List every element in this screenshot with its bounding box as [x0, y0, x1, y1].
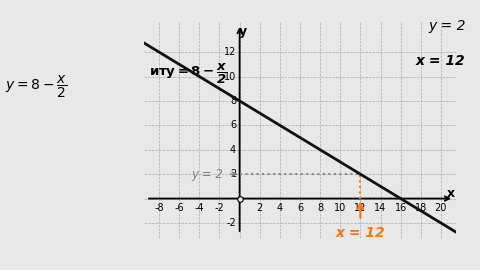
Text: $y = 8 - \dfrac{x}{2}$: $y = 8 - \dfrac{x}{2}$: [5, 73, 67, 100]
Text: -2: -2: [215, 203, 224, 213]
Text: 2: 2: [230, 169, 236, 179]
Text: 10: 10: [224, 72, 236, 82]
Text: y = 2: y = 2: [192, 168, 224, 181]
Text: 14: 14: [374, 203, 387, 213]
Text: -6: -6: [174, 203, 184, 213]
Text: 4: 4: [230, 145, 236, 155]
Text: 20: 20: [435, 203, 447, 213]
Text: 2: 2: [257, 203, 263, 213]
Text: 6: 6: [297, 203, 303, 213]
Text: 6: 6: [230, 120, 236, 130]
Text: -4: -4: [194, 203, 204, 213]
Text: 16: 16: [395, 203, 407, 213]
Text: 12: 12: [224, 47, 236, 57]
Text: y = 2: y = 2: [428, 19, 466, 33]
Text: -2: -2: [227, 218, 236, 228]
Text: y: y: [239, 25, 247, 38]
Text: 18: 18: [415, 203, 427, 213]
Text: 4: 4: [277, 203, 283, 213]
Text: $\bfит{y} = 8 - \dfrac{\bfit{x}}{2}$: $\bfит{y} = 8 - \dfrac{\bfit{x}}{2}$: [149, 62, 228, 86]
Text: 12: 12: [354, 203, 367, 213]
Text: -8: -8: [154, 203, 164, 213]
Text: 8: 8: [317, 203, 323, 213]
Text: x = 12: x = 12: [416, 54, 466, 68]
Text: 10: 10: [334, 203, 347, 213]
Text: x: x: [447, 187, 455, 200]
Text: 8: 8: [230, 96, 236, 106]
Text: x = 12: x = 12: [336, 226, 385, 240]
